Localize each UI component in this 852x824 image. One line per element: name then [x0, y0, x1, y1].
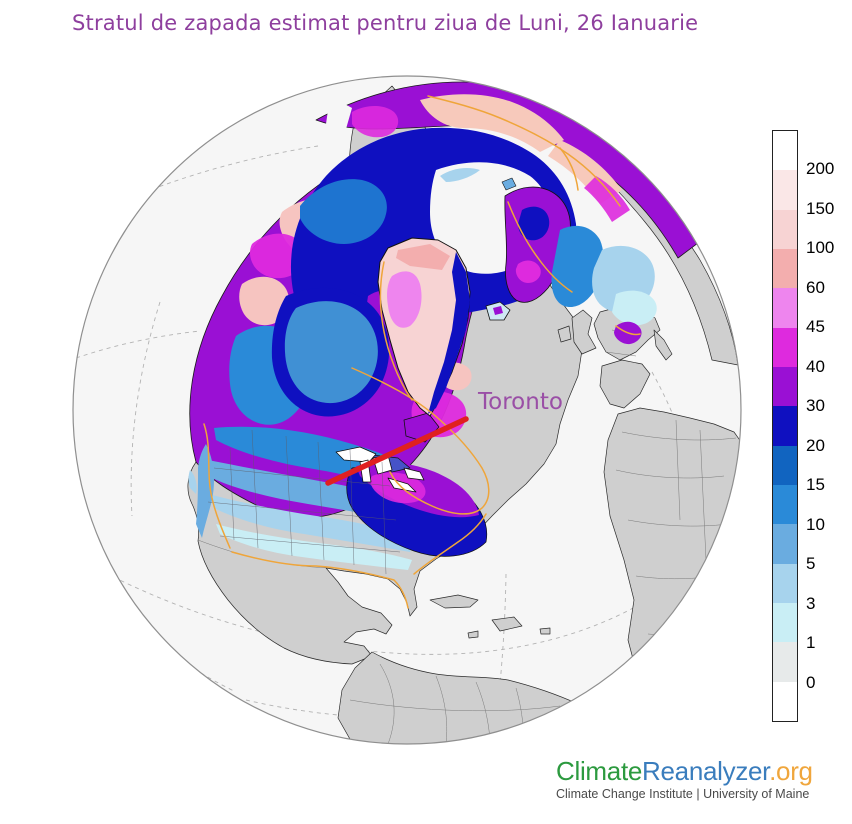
colorbar-segment — [773, 642, 797, 682]
italy — [653, 329, 673, 361]
hudson-bay-water — [284, 301, 378, 404]
puerto-rico — [539, 627, 551, 635]
asia-rim-snow-speck-3 — [724, 248, 737, 263]
jamaica — [467, 630, 479, 639]
snow-cover — [188, 81, 737, 570]
toronto-pointer-line — [325, 416, 469, 486]
snow-magenta-bc — [249, 233, 305, 279]
greenland-north-pink — [396, 244, 450, 270]
logo-part-org: .org — [769, 756, 813, 786]
logo-part-climate: Climate — [556, 756, 643, 786]
greenland-east-ice-stream — [428, 252, 470, 414]
asia-rim-snow-speck-2 — [714, 196, 728, 212]
snow-pink-prairie — [239, 276, 289, 326]
logo-part-reanalyzer: Reanalyzer — [642, 756, 770, 786]
great-britain — [571, 309, 597, 355]
colorbar-swatches — [773, 131, 797, 721]
logo-wordmark[interactable]: ClimateReanalyzer.org — [556, 758, 813, 784]
colorbar-tick-label: 20 — [806, 435, 825, 455]
colorbar-segment — [773, 131, 797, 171]
colorbar-segment — [773, 445, 797, 485]
colorbar-labels: 200 150 100 60 45 40 30 20 15 10 5 3 1 0 — [806, 130, 850, 722]
us-snow-band-fringe — [216, 524, 412, 570]
lake-erie — [387, 477, 417, 493]
iberia — [599, 359, 651, 409]
city-annotation-label: Toronto — [477, 389, 563, 415]
colorbar-tick-label: 0 — [806, 672, 816, 692]
colorbar-segment — [773, 602, 797, 643]
sierra-snow-speck — [188, 470, 197, 494]
colorbar-segment — [773, 209, 797, 249]
colorbar-tick-label: 200 — [806, 159, 835, 179]
colorbar-segment — [773, 288, 797, 328]
page-title: Stratul de zapada estimat pentru ziua de… — [72, 11, 699, 35]
colorbar-tick-label: 5 — [806, 554, 816, 574]
colorbar-tick-label: 30 — [806, 396, 825, 416]
us-snow-band-light — [208, 494, 414, 552]
snow-siberia-magenta-2 — [584, 176, 630, 222]
colorbar-tick-label: 150 — [806, 198, 835, 218]
arctic-sea-medium-blue — [300, 179, 387, 244]
bering-strait-gap — [326, 96, 352, 136]
svalbard — [501, 177, 517, 191]
hispaniola — [491, 616, 523, 632]
globe-rim — [72, 75, 742, 745]
cuba — [429, 594, 479, 609]
colorbar-tick-label: 60 — [806, 277, 825, 297]
colorbar-segment — [773, 327, 797, 367]
colorbar-tick-label: 15 — [806, 475, 825, 495]
colorbar-tick-label: 40 — [806, 356, 825, 376]
colorbar-segment — [773, 681, 797, 721]
scandinavia-darkblue-patch — [518, 206, 550, 241]
lake-ontario — [403, 467, 425, 481]
colorbar — [772, 130, 798, 722]
colorbar-segment — [773, 366, 797, 407]
colorbar-tick-label: 45 — [806, 317, 825, 337]
logo-subtitle: Climate Change Institute | University of… — [556, 787, 810, 801]
greenland-orchid-patch — [387, 271, 422, 328]
asia-rim-snow-speck-1 — [699, 148, 712, 162]
colorbar-tick-label: 100 — [806, 238, 835, 258]
sea-ice-fringe-1 — [440, 168, 480, 182]
ireland — [557, 325, 572, 343]
iceland-snow-dot — [493, 306, 503, 315]
colorbar-segment — [773, 170, 797, 210]
lake-superior — [335, 446, 377, 463]
scandinavia-magenta-patch — [515, 260, 541, 283]
colorbar-segment — [773, 406, 797, 446]
snow-siberia-magenta-1 — [352, 106, 399, 138]
colorbar-segment — [773, 524, 797, 564]
coastline-highlight-orange — [203, 95, 641, 609]
branding: ClimateReanalyzer.org Climate Change Ins… — [556, 758, 813, 801]
colorbar-segment — [773, 563, 797, 603]
colorbar-segment — [773, 484, 797, 525]
snow-siberia-pink-1 — [420, 94, 564, 152]
south-america-landmass — [337, 651, 639, 744]
us-state-borders — [207, 429, 401, 575]
colorbar-tick-label: 1 — [806, 633, 816, 653]
colorbar-tick-label: 3 — [806, 593, 816, 613]
colorbar-segment — [773, 248, 797, 289]
east-europe-snow-fringe — [612, 290, 657, 326]
political-borders — [197, 329, 737, 744]
colorbar-tick-label: 10 — [806, 514, 825, 534]
